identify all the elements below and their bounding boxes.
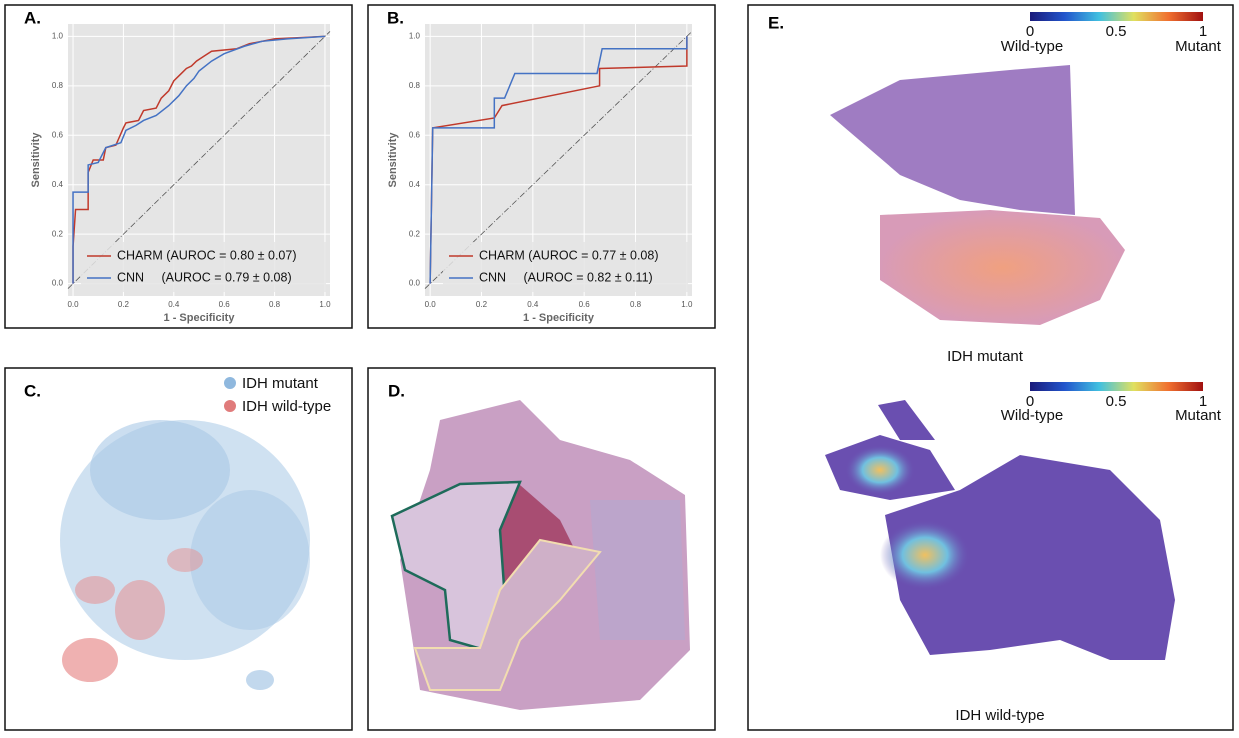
- colorbar-end-label: Wild-type: [1001, 407, 1064, 424]
- slide-wildtype: [825, 400, 1175, 660]
- legend-label: IDH wild-type: [242, 398, 331, 415]
- x-tick-label: 0.4: [168, 300, 180, 309]
- panel-label: D.: [388, 381, 405, 400]
- y-tick-label: 0.0: [52, 279, 64, 288]
- x-tick-label: 0.2: [118, 300, 130, 309]
- panel-label: E.: [768, 13, 784, 32]
- x-tick-label: 0.4: [527, 300, 539, 309]
- x-tick-label: 0.8: [269, 300, 281, 309]
- y-tick-label: 0.0: [409, 279, 421, 288]
- y-tick-label: 0.8: [52, 81, 64, 90]
- slide-caption: IDH mutant: [947, 348, 1024, 365]
- legend-label: CNN (AUROC = 0.79 ± 0.08): [117, 270, 292, 284]
- x-axis-label: 1 - Specificity: [164, 312, 236, 324]
- colorbar-end-label: Wild-type: [1001, 38, 1064, 55]
- x-tick-label: 0.6: [579, 300, 591, 309]
- tile-mosaic: [392, 400, 690, 710]
- x-tick-label: 0.2: [476, 300, 488, 309]
- colorbar-tick: 0.5: [1106, 23, 1127, 40]
- legend-label: CHARM (AUROC = 0.80 ± 0.07): [117, 248, 296, 262]
- x-tick-label: 0.8: [630, 300, 642, 309]
- colorbar-end-label: Mutant: [1175, 407, 1222, 424]
- x-axis-label: 1 - Specificity: [523, 312, 595, 324]
- legend-marker: [224, 377, 236, 389]
- colorbar: 0 0.5 1 Wild-type Mutant: [1001, 12, 1222, 55]
- colorbar: 0 0.5 1 Wild-type Mutant: [1001, 382, 1222, 424]
- panel-label: A.: [24, 8, 41, 27]
- x-tick-label: 1.0: [319, 300, 331, 309]
- x-tick-label: 0.6: [219, 300, 231, 309]
- y-tick-label: 1.0: [409, 31, 421, 40]
- y-tick-label: 0.6: [409, 130, 421, 139]
- legend-label: CHARM (AUROC = 0.77 ± 0.08): [479, 248, 658, 262]
- y-tick-label: 1.0: [52, 31, 64, 40]
- y-tick-label: 0.6: [52, 130, 64, 139]
- slide-mutant: [830, 65, 1125, 325]
- colorbar-tick: 0.5: [1106, 393, 1127, 410]
- legend-marker: [224, 400, 236, 412]
- legend-label: CNN (AUROC = 0.82 ± 0.11): [479, 270, 653, 284]
- figure: C. IDH mutant IDH wild-type D. E. 0 0.5 …: [0, 0, 1239, 733]
- y-tick-label: 0.2: [52, 229, 64, 238]
- panel-label: C.: [24, 381, 41, 400]
- legend-label: IDH mutant: [242, 375, 319, 392]
- slide-caption: IDH wild-type: [955, 707, 1044, 724]
- embedding-cloud: [60, 420, 310, 690]
- y-axis-label: Sensitivity: [387, 132, 399, 188]
- y-tick-label: 0.4: [52, 180, 64, 189]
- x-tick-label: 0.0: [425, 300, 437, 309]
- x-tick-label: 0.0: [67, 300, 79, 309]
- colorbar-end-label: Mutant: [1175, 38, 1222, 55]
- y-tick-label: 0.8: [409, 81, 421, 90]
- y-tick-label: 0.2: [409, 229, 421, 238]
- y-axis-label: Sensitivity: [30, 132, 42, 188]
- x-tick-label: 1.0: [681, 300, 693, 309]
- y-tick-label: 0.4: [409, 180, 421, 189]
- panel-label: B.: [387, 8, 404, 27]
